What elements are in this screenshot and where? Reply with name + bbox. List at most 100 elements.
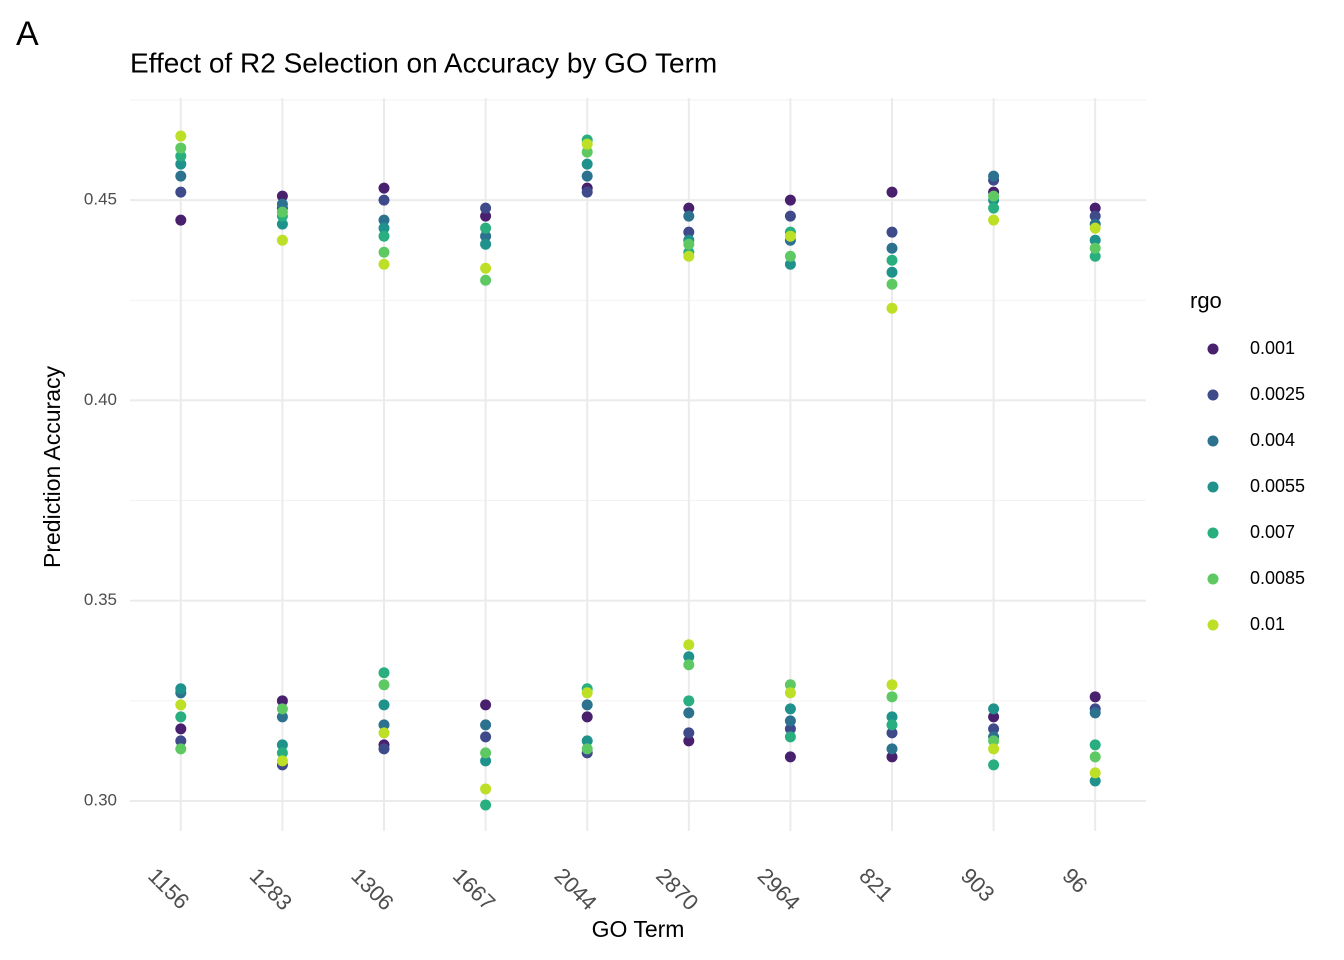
point: [784, 723, 796, 735]
point: [886, 719, 898, 731]
point: [378, 667, 390, 679]
point: [378, 679, 390, 691]
chart-title: Effect of R2 Selection on Accuracy by GO…: [130, 47, 717, 78]
legend-title: rgo: [1190, 288, 1222, 313]
point: [1089, 242, 1101, 254]
point: [1089, 222, 1101, 234]
point: [378, 727, 390, 739]
point: [886, 186, 898, 198]
point: [988, 711, 1000, 723]
point: [175, 186, 187, 198]
point: [886, 711, 898, 723]
point: [683, 735, 695, 747]
point: [175, 743, 187, 755]
y-tick-label: 0.40: [84, 390, 117, 409]
point: [378, 743, 390, 755]
point: [378, 719, 390, 731]
point: [480, 699, 492, 711]
point: [276, 218, 288, 230]
point: [581, 138, 593, 150]
point: [1089, 751, 1101, 763]
point: [988, 759, 1000, 771]
point: [480, 262, 492, 274]
point: [276, 206, 288, 218]
point: [683, 639, 695, 651]
x-tick-label: 2044: [550, 863, 602, 915]
point: [1089, 707, 1101, 719]
x-axis-title: GO Term: [592, 916, 685, 942]
y-tick-label: 0.30: [84, 790, 117, 809]
point: [784, 679, 796, 691]
point: [1089, 691, 1101, 703]
point: [581, 711, 593, 723]
x-tick-label: 1306: [346, 863, 398, 915]
x-tick-label: 1283: [245, 863, 297, 915]
point: [480, 222, 492, 234]
point: [683, 202, 695, 214]
point: [886, 727, 898, 739]
legend-key: [1207, 389, 1219, 401]
x-tick-label: 1156: [143, 863, 194, 914]
point: [276, 703, 288, 715]
point: [988, 743, 1000, 755]
point: [378, 222, 390, 234]
point: [378, 182, 390, 194]
point: [1089, 210, 1101, 222]
point: [276, 747, 288, 759]
x-tick-label: 2870: [651, 863, 703, 915]
point: [378, 699, 390, 711]
y-tick-label: 0.35: [84, 590, 117, 609]
point: [581, 687, 593, 699]
point: [784, 751, 796, 763]
point: [175, 735, 187, 747]
point: [480, 731, 492, 743]
legend-key: [1207, 527, 1219, 539]
point: [784, 731, 796, 743]
point: [988, 190, 1000, 202]
point: [886, 226, 898, 238]
legend-key: [1207, 573, 1219, 585]
point: [175, 170, 187, 182]
point: [378, 258, 390, 270]
point: [175, 711, 187, 723]
point: [581, 699, 593, 711]
point: [988, 703, 1000, 715]
point: [683, 238, 695, 250]
legend-label: 0.0025: [1250, 384, 1305, 404]
point: [276, 739, 288, 751]
legend-key: [1207, 343, 1219, 355]
point: [886, 691, 898, 703]
point: [581, 170, 593, 182]
point: [784, 687, 796, 699]
point: [683, 210, 695, 222]
point: [1089, 234, 1101, 246]
point: [683, 727, 695, 739]
point: [581, 735, 593, 747]
point: [480, 755, 492, 767]
point: [886, 254, 898, 266]
point: [480, 799, 492, 811]
point: [886, 679, 898, 691]
legend-label: 0.01: [1250, 614, 1285, 634]
legend-label: 0.0085: [1250, 568, 1305, 588]
point: [175, 699, 187, 711]
point: [784, 258, 796, 270]
point: [175, 158, 187, 170]
point: [480, 783, 492, 795]
point: [1089, 202, 1101, 214]
point: [378, 230, 390, 242]
point: [378, 214, 390, 226]
point: [276, 198, 288, 210]
legend-label: 0.0055: [1250, 476, 1305, 496]
point: [480, 274, 492, 286]
point: [683, 695, 695, 707]
point: [886, 242, 898, 254]
panel-label: A: [16, 15, 39, 53]
point: [480, 202, 492, 214]
point: [1089, 739, 1101, 751]
point: [683, 659, 695, 671]
point: [480, 210, 492, 222]
point: [683, 250, 695, 262]
point: [988, 735, 1000, 747]
